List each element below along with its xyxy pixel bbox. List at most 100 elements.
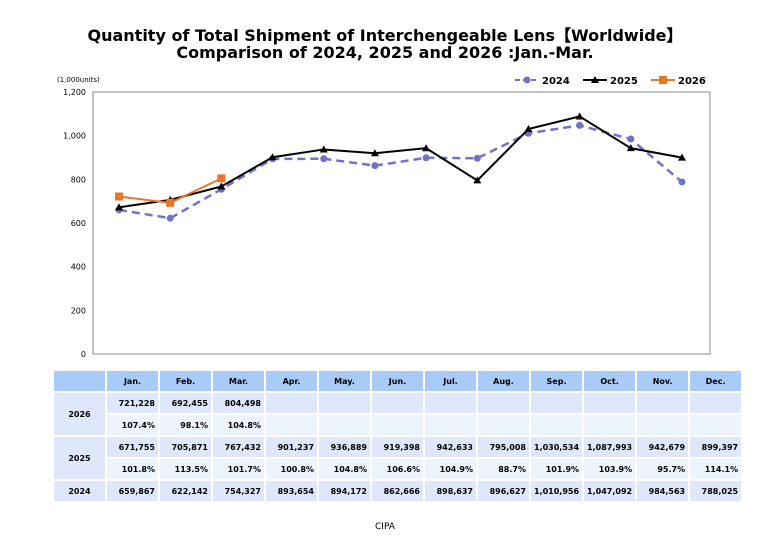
table-cell: 104.9% (423, 457, 478, 481)
table-header-cell: Feb. (158, 369, 213, 393)
plot-area (92, 91, 711, 355)
table-cell (370, 391, 425, 415)
table-cell: 901,237 (264, 435, 319, 459)
table-cell: 113.5% (158, 457, 213, 481)
table-cell: 1,030,534 (528, 435, 585, 459)
point-2024 (166, 214, 174, 222)
table-cell (317, 413, 372, 437)
table-cell (635, 391, 691, 415)
table-cell (423, 391, 478, 415)
table-cell: 101.8% (105, 457, 160, 481)
table-cell: 705,871 (158, 435, 213, 459)
table-cell (635, 413, 691, 437)
table-row: 2026 721,228 692,455 804,498 (52, 391, 744, 437)
legend-label-2026: 2026 (678, 76, 706, 87)
table-cell (688, 413, 744, 437)
table-cell: 1,047,092 (582, 479, 638, 503)
legend-label-2024: 2024 (542, 76, 570, 87)
legend-marker (659, 76, 667, 84)
point-2024 (473, 154, 481, 162)
table-cell (264, 413, 319, 437)
point-2026 (217, 174, 226, 183)
point-2026 (115, 192, 123, 201)
table-cell: 103.9% (582, 457, 638, 481)
table-header-cell: Mar. (211, 369, 266, 393)
table-cell: 100.8% (264, 457, 319, 481)
table-cell: 804,498 (211, 391, 266, 415)
table-cell: 104.8% (317, 457, 372, 481)
data-table: Jan. Feb. Mar. Apr. May. Jun. Jul. Aug. Sep. Oct.… (52, 369, 744, 503)
table-header-cell: Nov. (635, 369, 691, 393)
point-2025 (217, 182, 226, 190)
table-cell: 942,633 (423, 435, 478, 459)
row-year-label: 2024 (52, 479, 107, 503)
table-cell (476, 391, 531, 415)
point-2025 (473, 176, 482, 184)
table-cell: 671,755 (105, 435, 160, 459)
table-header-cell (52, 369, 107, 393)
y-tick-label: 200 (71, 306, 86, 315)
table-cell: 98.1% (158, 413, 213, 437)
point-2024 (422, 154, 430, 162)
table-cell: 106.6% (370, 457, 425, 481)
table-header-cell: Sep. (528, 369, 585, 393)
point-2025 (422, 144, 431, 152)
table-header-cell: Dec. (688, 369, 744, 393)
table-cell: 984,563 (635, 479, 691, 503)
table-cell: 692,455 (158, 391, 213, 415)
table-cell: 95.7% (635, 457, 691, 481)
table-cell (528, 391, 585, 415)
point-2024 (576, 121, 584, 129)
point-2024 (678, 178, 686, 186)
row-year-label: 2026 (52, 391, 107, 437)
table-cell (317, 391, 372, 415)
row-year-label: 2025 (52, 435, 107, 481)
table-cell: 942,679 (635, 435, 691, 459)
table-cell: 721,228 (105, 391, 160, 415)
table-row: 2024 659,867 622,142 754,327 893,654 894,172 8… (52, 479, 744, 503)
table-cell: 104.8% (211, 413, 266, 437)
point-2026 (166, 198, 175, 207)
point-2024 (627, 135, 635, 143)
table-cell (528, 413, 585, 437)
table-header-cell: Apr. (264, 369, 319, 393)
point-2025 (678, 153, 686, 161)
table-cell (264, 391, 319, 415)
line-chart: 0 200 400 600 800 1,000 1,200 (1,000units) 2024 2… (57, 76, 711, 359)
chart-title: Quantity of Total Shipment of Intercheng… (87, 26, 683, 45)
point-2025 (626, 144, 635, 152)
table-cell: 107.4% (105, 413, 160, 437)
point-2024 (320, 155, 328, 163)
table-header-cell: May. (317, 369, 372, 393)
point-2025 (268, 153, 277, 161)
table-cell (688, 391, 744, 415)
table-cell: 101.7% (211, 457, 266, 481)
table-row: 2025 671,755 705,871 767,432 901,237 936,889 9… (52, 435, 744, 481)
point-2025 (524, 125, 533, 133)
table-cell: 101.9% (528, 457, 585, 481)
point-2025 (319, 145, 328, 153)
table-cell: 767,432 (211, 435, 266, 459)
table-cell: 893,654 (264, 479, 319, 503)
point-2024 (371, 162, 379, 170)
table-cell: 919,398 (370, 435, 425, 459)
table-cell (370, 413, 425, 437)
legend-marker (591, 76, 599, 83)
table-cell: 114.1% (688, 457, 744, 481)
legend-label-2025: 2025 (610, 76, 638, 87)
table-header-cell: Aug. (476, 369, 531, 393)
table-row: 101.8% 113.5% 101.7% 100.8% 104.8% 106.6% 104.… (53, 457, 744, 481)
table-header-cell: Jun. (370, 369, 425, 393)
table-cell: 795,008 (476, 435, 531, 459)
table-cell: 88.7% (476, 457, 531, 481)
table-cell: 936,889 (317, 435, 372, 459)
source-label: CIPA (375, 522, 395, 532)
series-line-2025 (118, 115, 683, 209)
y-tick-label: 400 (71, 263, 86, 272)
y-tick-label: 600 (71, 219, 86, 228)
table-cell (476, 413, 531, 437)
table-cell: 1,010,956 (528, 479, 585, 503)
point-2025 (115, 203, 123, 211)
table-cell: 898,637 (423, 479, 478, 503)
